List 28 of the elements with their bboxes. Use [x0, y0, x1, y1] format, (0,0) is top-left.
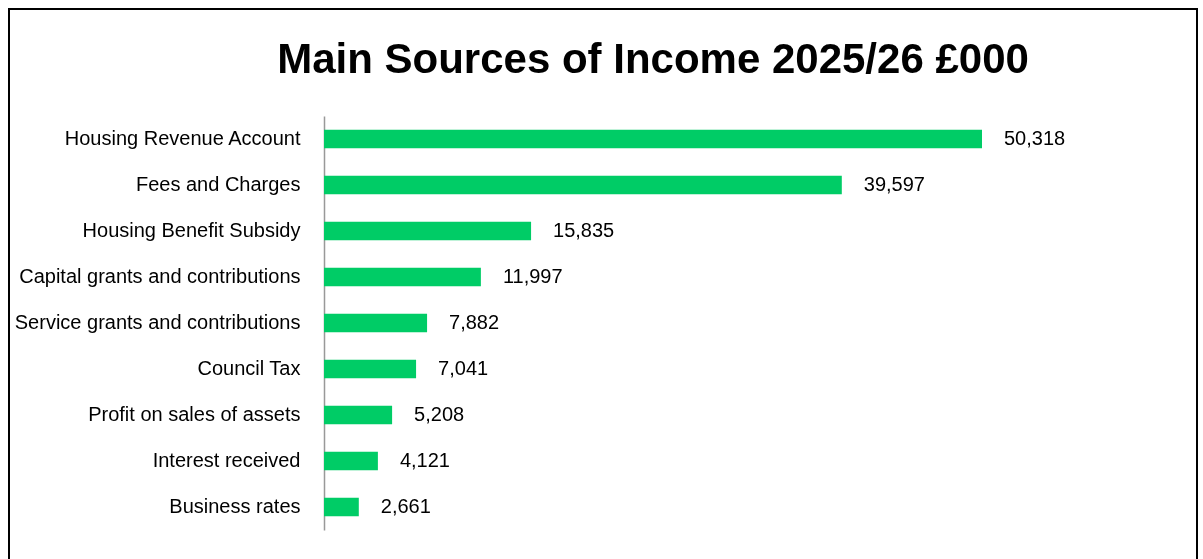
bar: [324, 175, 842, 195]
data-label: 7,041: [438, 357, 489, 379]
bar: [324, 359, 417, 379]
data-label: 39,597: [863, 173, 925, 195]
y-tick-label: Capital grants and contributions: [19, 265, 301, 287]
y-tick-label: Service grants and contributions: [14, 311, 301, 333]
y-tick-label: Housing Revenue Account: [64, 127, 301, 149]
y-tick-label: Profit on sales of assets: [88, 403, 301, 425]
bar: [324, 313, 428, 333]
bar: [324, 221, 532, 241]
data-label: 7,882: [449, 311, 500, 333]
y-tick-label: Interest received: [152, 449, 301, 471]
chart-title: Main Sources of Income 2025/26 £000: [277, 35, 1029, 82]
y-tick-label: Business rates: [169, 495, 301, 517]
data-label: 11,997: [502, 265, 563, 287]
y-tick-label: Housing Benefit Subsidy: [82, 219, 301, 241]
data-label: 2,661: [380, 495, 431, 517]
y-tick-label: Council Tax: [197, 357, 301, 379]
data-label: 50,318: [1004, 127, 1066, 149]
data-label: 4,121: [399, 449, 450, 471]
bar: [324, 267, 481, 287]
data-label: 5,208: [414, 403, 465, 425]
bar: [324, 129, 982, 149]
bar: [324, 451, 378, 471]
bar: [324, 497, 359, 517]
data-label: 15,835: [553, 219, 615, 241]
bar: [324, 405, 393, 425]
y-tick-label: Fees and Charges: [135, 173, 301, 195]
